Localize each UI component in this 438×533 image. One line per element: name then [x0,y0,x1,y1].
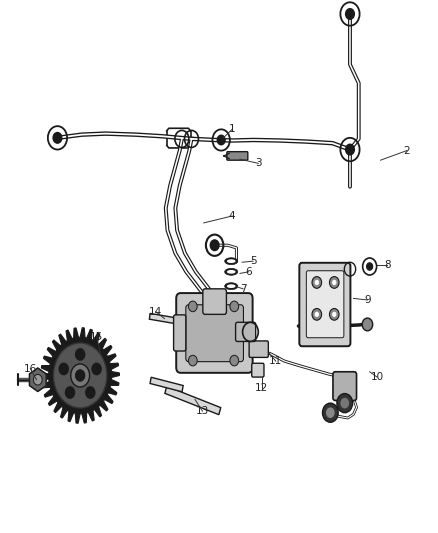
FancyBboxPatch shape [203,289,226,314]
Circle shape [217,135,225,145]
Circle shape [329,309,339,320]
Circle shape [367,263,373,270]
FancyBboxPatch shape [249,341,268,358]
Text: 1: 1 [229,124,235,134]
Polygon shape [29,368,46,391]
FancyBboxPatch shape [252,364,264,377]
Text: 15: 15 [90,332,103,342]
Polygon shape [149,313,177,324]
Circle shape [92,362,102,375]
Circle shape [65,386,75,399]
Text: 5: 5 [250,256,256,266]
Text: 9: 9 [364,295,371,305]
FancyBboxPatch shape [333,372,357,400]
Text: 8: 8 [384,261,390,270]
Circle shape [53,133,62,143]
Circle shape [322,403,338,422]
Circle shape [53,343,107,408]
Circle shape [75,348,85,361]
Circle shape [230,301,239,312]
Text: 12: 12 [255,383,268,393]
Circle shape [314,312,319,317]
Circle shape [314,280,319,285]
Circle shape [346,9,354,19]
Polygon shape [150,377,183,392]
FancyBboxPatch shape [186,305,244,362]
Circle shape [71,364,90,387]
Text: 10: 10 [371,372,384,382]
Text: 13: 13 [196,406,209,416]
Circle shape [329,277,339,288]
Polygon shape [165,386,221,415]
Text: 16: 16 [24,364,37,374]
Ellipse shape [227,284,236,288]
FancyBboxPatch shape [306,271,344,338]
Circle shape [85,386,95,399]
Circle shape [362,318,373,331]
Circle shape [332,312,336,317]
FancyBboxPatch shape [176,293,253,373]
Circle shape [59,362,69,375]
Text: 4: 4 [229,211,235,221]
Circle shape [312,309,321,320]
Circle shape [188,356,197,366]
Circle shape [337,393,353,413]
Circle shape [210,240,219,251]
Text: 7: 7 [240,284,246,294]
FancyBboxPatch shape [173,315,186,351]
FancyBboxPatch shape [227,152,248,160]
Ellipse shape [225,282,238,289]
FancyBboxPatch shape [299,263,350,346]
Circle shape [75,370,85,381]
Text: 11: 11 [269,356,283,366]
Circle shape [326,407,335,418]
Circle shape [188,301,197,312]
Text: 6: 6 [245,267,252,277]
Circle shape [207,305,214,313]
FancyBboxPatch shape [236,322,256,342]
Ellipse shape [227,260,236,263]
Ellipse shape [227,270,236,273]
Text: 14: 14 [149,306,162,317]
Circle shape [346,144,354,155]
Circle shape [332,280,336,285]
Polygon shape [41,328,120,423]
Ellipse shape [225,258,238,265]
Circle shape [216,305,223,313]
Circle shape [230,356,239,366]
Circle shape [312,277,321,288]
Text: 3: 3 [255,158,261,168]
Circle shape [33,374,42,385]
Ellipse shape [225,268,238,275]
Text: 2: 2 [403,146,410,156]
Circle shape [340,398,349,408]
